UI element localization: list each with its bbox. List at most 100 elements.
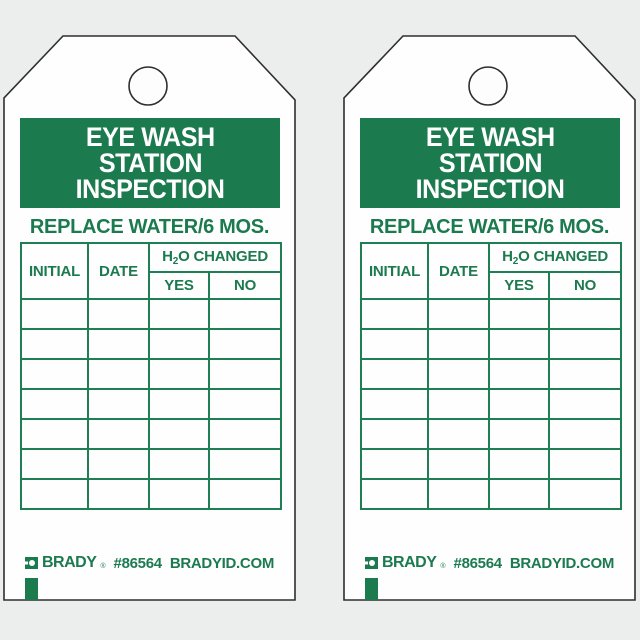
h2o-prefix: H <box>162 248 173 265</box>
title-line-1: EYE WASH <box>85 122 215 152</box>
log-cell <box>87 478 150 510</box>
log-row <box>20 448 283 480</box>
footer-branding: BRADY ® #86564 BRADYID.COM <box>343 554 636 572</box>
column-header-initial: INITIAL <box>20 242 89 300</box>
inspection-log-table: INITIAL DATE H2O CHANGED YES NO <box>20 242 283 510</box>
column-header-date: DATE <box>427 242 490 300</box>
log-cell <box>207 388 283 420</box>
log-cell <box>547 448 623 480</box>
log-cell <box>488 328 550 360</box>
log-cell <box>427 388 490 420</box>
column-header-no: NO <box>207 271 283 300</box>
log-cell <box>547 478 623 510</box>
brand-name: BRADY <box>381 554 437 571</box>
log-row <box>20 478 283 510</box>
registered-mark: ® <box>440 563 446 570</box>
log-cell <box>87 298 150 330</box>
log-cell <box>148 448 210 480</box>
log-cell <box>360 388 429 420</box>
log-row <box>20 388 283 420</box>
log-cell <box>207 478 283 510</box>
log-cell <box>488 418 550 450</box>
column-header-yes: YES <box>488 271 550 300</box>
log-cell <box>148 418 210 450</box>
bottom-green-mark <box>25 578 38 600</box>
hang-hole <box>128 66 168 106</box>
log-cell <box>148 358 210 390</box>
log-cell <box>360 478 429 510</box>
inspection-tag: EYE WASH STATION INSPECTION REPLACE WATE… <box>343 35 636 601</box>
log-cell <box>148 328 210 360</box>
log-cell <box>20 388 89 420</box>
website-url: BRADYID.COM <box>509 554 615 572</box>
part-number: #86564 <box>453 554 503 572</box>
log-cell <box>148 478 210 510</box>
title-block: EYE WASH STATION INSPECTION <box>360 118 620 208</box>
log-cell <box>20 328 89 360</box>
log-row <box>20 358 283 390</box>
brand-name: BRADY <box>41 554 97 571</box>
log-cell <box>148 298 210 330</box>
log-cell <box>488 448 550 480</box>
log-cell <box>360 358 429 390</box>
log-cell <box>547 328 623 360</box>
title-block: EYE WASH STATION INSPECTION <box>20 118 280 208</box>
h2o-prefix: H <box>502 248 513 265</box>
log-cell <box>360 328 429 360</box>
column-header-yes: YES <box>148 271 210 300</box>
log-cell <box>427 298 490 330</box>
log-cell <box>547 418 623 450</box>
log-cell <box>87 418 150 450</box>
log-cell <box>207 298 283 330</box>
log-cell <box>148 388 210 420</box>
log-row <box>360 328 623 360</box>
title-line-3: INSPECTION <box>415 174 565 204</box>
log-cell <box>207 358 283 390</box>
log-cell <box>87 388 150 420</box>
brand-lockup: BRADY ® <box>364 554 446 572</box>
log-cell <box>488 358 550 390</box>
log-cell <box>207 418 283 450</box>
replace-water-subtitle: REPLACE WATER/6 MOS. <box>29 216 270 238</box>
replace-water-subtitle: REPLACE WATER/6 MOS. <box>369 216 610 238</box>
log-cell <box>207 448 283 480</box>
log-cell <box>20 418 89 450</box>
log-cell <box>20 478 89 510</box>
log-row <box>360 418 623 450</box>
column-header-h2o-changed: H2O CHANGED <box>147 242 283 273</box>
log-row <box>20 418 283 450</box>
website-url: BRADYID.COM <box>169 554 275 572</box>
column-header-initial: INITIAL <box>360 242 429 300</box>
log-cell <box>20 358 89 390</box>
bottom-green-mark <box>365 578 378 600</box>
log-cell <box>427 328 490 360</box>
log-row <box>360 448 623 480</box>
h2o-subscript: 2 <box>172 256 179 267</box>
log-cell <box>360 448 429 480</box>
h2o-suffix: O CHANGED <box>178 248 268 265</box>
column-header-date: DATE <box>87 242 150 300</box>
log-cell <box>360 298 429 330</box>
h2o-suffix: O CHANGED <box>518 248 608 265</box>
log-cell <box>488 388 550 420</box>
inspection-tag: EYE WASH STATION INSPECTION REPLACE WATE… <box>3 35 296 601</box>
log-cell <box>547 298 623 330</box>
log-cell <box>360 418 429 450</box>
column-header-h2o-changed: H2O CHANGED <box>487 242 623 273</box>
log-row <box>360 478 623 510</box>
log-cell <box>427 418 490 450</box>
title-line-2: STATION <box>98 148 202 178</box>
brand-lockup: BRADY ® <box>24 554 106 572</box>
log-cell <box>547 388 623 420</box>
log-cell <box>207 328 283 360</box>
log-cell <box>488 298 550 330</box>
log-cell <box>20 448 89 480</box>
log-cell <box>87 328 150 360</box>
footer-branding: BRADY ® #86564 BRADYID.COM <box>3 554 296 572</box>
log-cell <box>547 358 623 390</box>
log-row <box>20 298 283 330</box>
log-row <box>360 388 623 420</box>
log-row <box>20 328 283 360</box>
log-row <box>360 358 623 390</box>
